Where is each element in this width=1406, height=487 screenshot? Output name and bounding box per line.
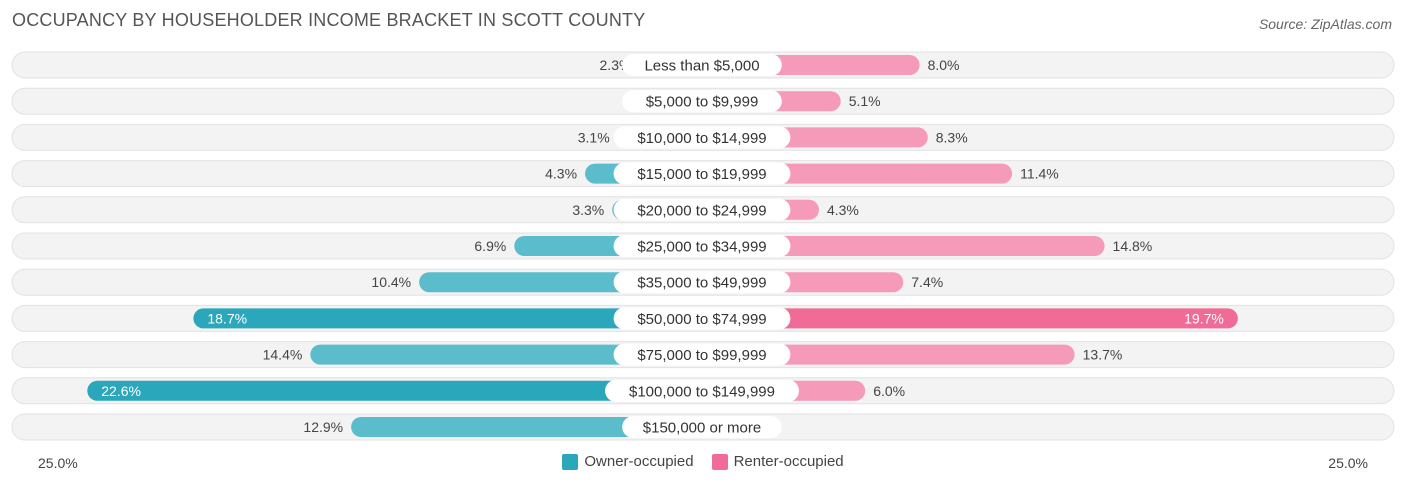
owner-value-label: 3.3% (572, 202, 604, 218)
category-label-background (613, 343, 791, 366)
category-label-background (613, 198, 791, 221)
category-label: $50,000 to $74,999 (637, 311, 766, 328)
category-label: $20,000 to $24,999 (637, 202, 766, 219)
category-label-background (605, 379, 799, 402)
category-label: $25,000 to $34,999 (637, 239, 766, 256)
category-label: $75,000 to $99,999 (637, 347, 766, 364)
category-label: $5,000 to $9,999 (646, 94, 759, 111)
owner-value-label: 12.9% (303, 419, 343, 435)
owner-swatch-icon (562, 453, 579, 470)
category-label-background (613, 235, 791, 257)
owner-value-label: 18.7% (207, 310, 247, 326)
owner-bar (193, 308, 703, 329)
category-label-background (622, 90, 782, 113)
renter-swatch-icon (711, 453, 728, 470)
renter-value-label: 13.7% (1083, 347, 1123, 363)
axis-max-label: 25.0% (1328, 455, 1368, 471)
renter-bar (702, 236, 1105, 256)
category-label: Less than $5,000 (644, 58, 759, 75)
category-label-background (613, 307, 791, 330)
renter-value-label: 6.0% (873, 383, 905, 399)
owner-value-label: 14.4% (263, 347, 303, 363)
category-label: $10,000 to $14,999 (637, 130, 766, 147)
legend: Owner-occupied Renter-occupied (0, 453, 1406, 470)
category-label-background (613, 162, 791, 185)
owner-value-label: 6.9% (474, 238, 506, 254)
renter-value-label: 19.7% (1184, 310, 1224, 326)
renter-value-label: 4.3% (827, 202, 859, 218)
renter-bar (702, 308, 1238, 329)
renter-value-label: 14.8% (1113, 238, 1153, 254)
owner-value-label: 4.3% (545, 166, 577, 182)
renter-value-label: 11.4% (1020, 166, 1059, 182)
category-label-background (613, 271, 791, 294)
owner-bar (87, 380, 702, 401)
chart-title: OCCUPANCY BY HOUSEHOLDER INCOME BRACKET … (12, 10, 646, 30)
legend-label-owner: Owner-occupied (584, 453, 694, 470)
owner-value-label: 22.6% (101, 383, 141, 399)
diverging-bar-chart: 2.3%8.0%Less than $5,0001.1%5.1%$5,000 t… (11, 51, 1395, 441)
category-label-background (622, 416, 782, 438)
owner-bar (310, 344, 702, 365)
axis-min-label: 25.0% (38, 455, 78, 471)
owner-bar (351, 417, 702, 437)
legend-item-renter[interactable]: Renter-occupied (711, 453, 844, 470)
category-label-background (622, 54, 782, 76)
legend-label-renter: Renter-occupied (733, 453, 844, 470)
renter-value-label: 7.4% (911, 274, 943, 290)
renter-value-label: 8.3% (936, 129, 968, 145)
owner-value-label: 10.4% (371, 274, 411, 290)
category-label: $150,000 or more (643, 420, 761, 437)
source-note: Source: ZipAtlas.com (1258, 16, 1392, 32)
category-label: $15,000 to $19,999 (637, 166, 766, 183)
renter-bar (702, 344, 1075, 365)
category-label: $35,000 to $49,999 (637, 275, 766, 292)
category-label: $100,000 to $149,999 (629, 383, 775, 400)
legend-item-owner[interactable]: Owner-occupied (562, 453, 694, 470)
category-label-background (613, 126, 791, 149)
renter-value-label: 8.0% (928, 57, 960, 73)
renter-value-label: 5.1% (849, 93, 881, 109)
owner-value-label: 3.1% (578, 129, 610, 145)
